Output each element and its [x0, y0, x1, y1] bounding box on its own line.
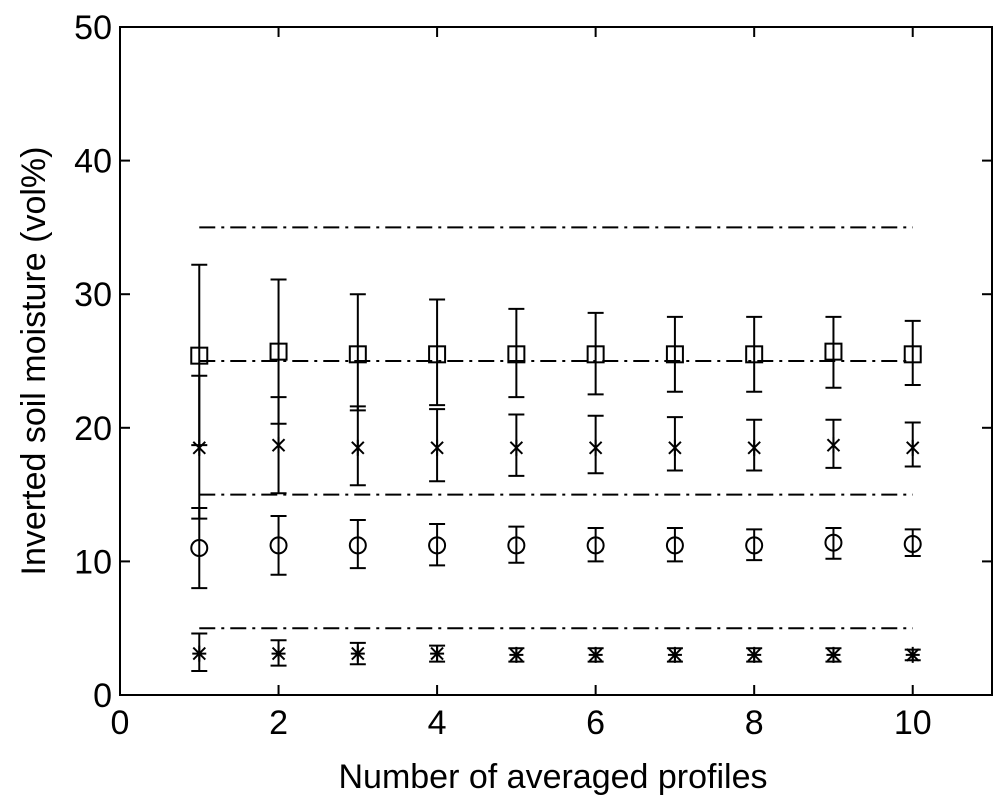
data-point-circle [507, 536, 526, 555]
data-point-asterisk [747, 646, 762, 663]
data-point-asterisk [350, 645, 365, 662]
x-tick-label: 4 [428, 704, 447, 742]
data-point-circle [903, 535, 922, 554]
data-point-circle [665, 536, 684, 555]
data-point-asterisk [667, 646, 682, 663]
data-point-asterisk [905, 646, 920, 663]
data-point-square [824, 342, 843, 361]
data-point-square [190, 346, 209, 365]
data-point-circle [428, 536, 447, 555]
data-point-asterisk [271, 645, 286, 662]
y-tick-label: 0 [93, 677, 112, 715]
data-markers [190, 342, 922, 663]
data-point-square [507, 345, 526, 364]
data-point-star [430, 439, 444, 456]
data-point-circle [745, 536, 764, 555]
data-point-square [903, 345, 922, 364]
data-point-circle [190, 539, 209, 558]
x-tick-label: 10 [894, 704, 932, 742]
data-point-square [269, 342, 288, 361]
y-tick-label: 20 [74, 410, 112, 448]
data-point-asterisk [192, 645, 207, 662]
y-axis-label: Inverted soil moisture (vol%) [15, 147, 53, 576]
data-point-star [906, 439, 920, 456]
data-point-star [826, 437, 841, 454]
reference-lines [199, 226, 913, 630]
x-tick-label: 6 [586, 704, 605, 742]
data-point-star [588, 439, 603, 456]
data-point-circle [586, 536, 605, 555]
axis-ticks: 0 2 4 6 8 10 0 10 20 30 40 50 [74, 9, 992, 742]
data-point-star [509, 439, 524, 456]
data-point-asterisk [826, 646, 841, 663]
data-point-square [665, 345, 684, 364]
data-point-square [586, 345, 605, 364]
data-point-asterisk [588, 646, 603, 663]
y-tick-label: 10 [74, 543, 112, 581]
data-point-asterisk [430, 645, 445, 662]
data-point-circle [824, 533, 843, 552]
data-point-star [747, 439, 761, 456]
x-tick-label: 2 [269, 704, 288, 742]
x-axis-label: Number of averaged profiles [338, 758, 767, 796]
y-tick-label: 50 [74, 9, 112, 47]
data-point-star [271, 437, 286, 454]
y-tick-label: 30 [74, 276, 112, 314]
x-tick-label: 0 [111, 704, 130, 742]
data-point-circle [348, 536, 367, 555]
data-point-star [192, 439, 206, 456]
data-point-star [351, 439, 365, 456]
data-point-square [348, 345, 367, 364]
x-tick-label: 8 [745, 704, 764, 742]
y-tick-label: 40 [74, 143, 112, 181]
data-point-square [428, 345, 447, 364]
data-point-square [745, 345, 764, 364]
data-point-asterisk [509, 646, 524, 663]
data-point-star [668, 439, 682, 456]
data-point-circle [269, 536, 288, 555]
